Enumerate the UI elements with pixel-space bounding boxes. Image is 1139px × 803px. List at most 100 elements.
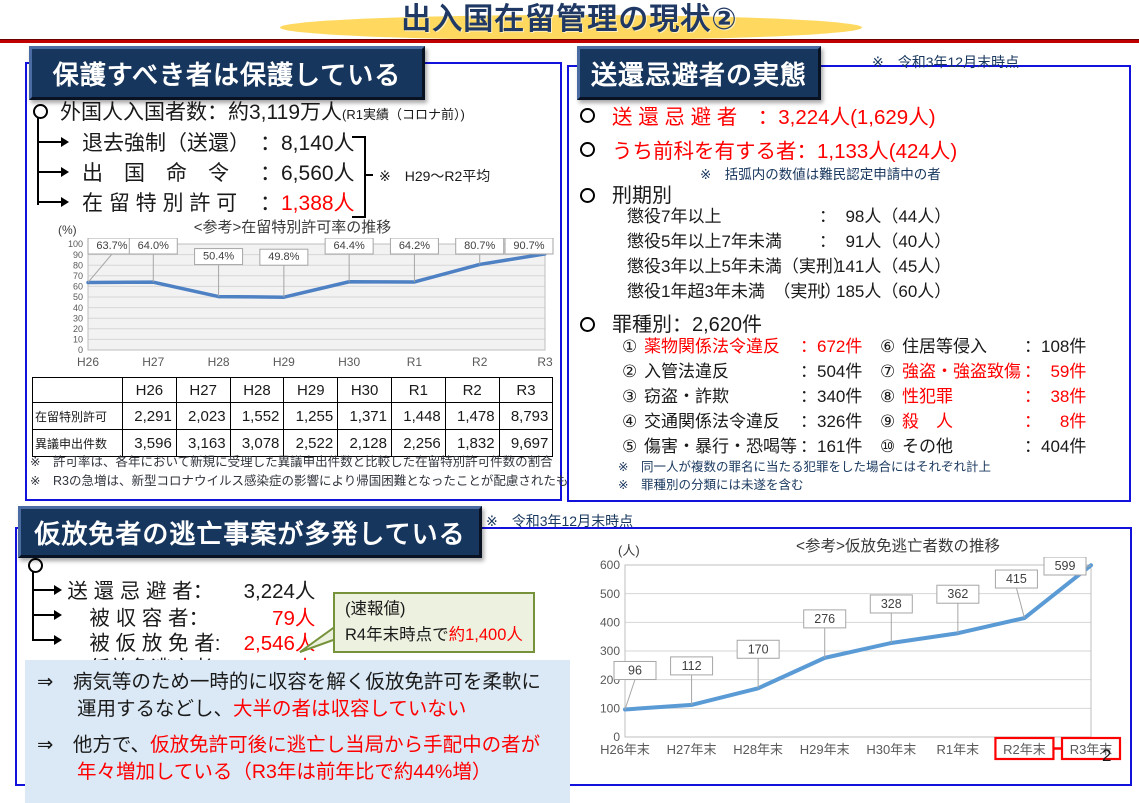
branch-deportation: 退去強制（送還）：8,140人: [82, 127, 355, 157]
tree-trunk: [32, 572, 34, 641]
svg-text:70: 70: [73, 271, 83, 281]
criminal-record-line: うち前科を有する者：1,133人(424人): [612, 134, 957, 164]
table-header-cell: H29: [284, 378, 338, 403]
table-cell: 1,478: [445, 403, 499, 430]
svg-text:80.7%: 80.7%: [464, 240, 495, 252]
svg-text:64.0%: 64.0%: [138, 240, 169, 252]
crime-label: 交通関係法令違反: [644, 409, 800, 434]
svg-text:R2: R2: [472, 355, 488, 369]
crime-label: 入管法違反: [644, 359, 800, 384]
foreign-entrants-line: 外国人入国者数：約3,119万人(R1実績（コロナ前）): [60, 96, 465, 126]
svg-text:599: 599: [1055, 559, 1076, 573]
text-segment: 約1,400人: [449, 626, 523, 644]
svg-text:50.4%: 50.4%: [203, 251, 234, 263]
crime-label: 住居等侵入: [902, 334, 1024, 359]
svg-text:415: 415: [1006, 572, 1027, 586]
chart2-title: <参考>仮放免逃亡者数の推移: [583, 534, 1139, 556]
crime-number: ⑨: [880, 409, 902, 434]
svg-text:10: 10: [73, 335, 83, 345]
sentence-label: 懲役3年以上5年未満（実刑）: [627, 254, 819, 279]
crime-value: ：340件: [800, 387, 862, 406]
crime-label: 窃盗・詐欺: [644, 384, 800, 409]
panel-protect-notes: ※ 許可率は、各年において新規に受理した異議申出件数と比較した在留特別許可件数の…: [30, 453, 581, 491]
branch-label: 出 国 命 令: [82, 157, 260, 187]
svg-text:64.4%: 64.4%: [334, 240, 365, 252]
text-segment: R4年末時点で: [345, 626, 449, 644]
svg-text:40: 40: [73, 303, 83, 313]
svg-text:63.7%: 63.7%: [96, 240, 127, 252]
sentence-label: 懲役7年以上: [627, 204, 819, 229]
crime-label: 殺 人: [902, 409, 1024, 434]
svg-text:276: 276: [814, 612, 835, 626]
conclusion-point-1: ⇒ 病気等のため一時的に収容を解く仮放免許可を柔軟に運用するなどし、大半の者は収…: [37, 669, 558, 724]
svg-text:H26年末: H26年末: [600, 742, 650, 757]
tree-root-circle: [28, 558, 43, 573]
crime-number: ⑩: [880, 434, 902, 459]
table-header-cell: H30: [338, 378, 392, 403]
svg-text:H26: H26: [77, 355, 99, 369]
tree-branch-line: [37, 171, 61, 173]
crime-value: ：672件: [800, 337, 862, 356]
arrow-right-icon: [61, 167, 69, 177]
crime-number: ⑤: [622, 434, 644, 459]
crime-value: ：108件: [1024, 337, 1086, 356]
conclusion-point-2: ⇒ 他方で、仮放免許可後に逃亡し当局から手配中の者が年々増加している（R3年は前…: [37, 732, 558, 787]
foreign-entrants-note: (R1実績（コロナ前）): [342, 107, 465, 122]
crime-label: 強盗・強盗致傷: [902, 359, 1024, 384]
arrow-right-icon: [61, 197, 69, 207]
svg-text:R1: R1: [407, 355, 423, 369]
tree-branch-line: [37, 141, 61, 143]
crime-value: ： 59件: [1024, 362, 1086, 381]
soukan-date-note: ※ 令和3年12月末時点: [872, 52, 1019, 72]
text-segment: 大半の者は収容していない: [233, 698, 466, 720]
svg-text:R2年末: R2年末: [1003, 742, 1046, 757]
tree-branch-line: [32, 589, 54, 591]
svg-text:R3: R3: [537, 355, 553, 369]
callout-pointer: [298, 622, 338, 654]
sentence-row: 懲役5年以上7年未満： 91人（40人）: [627, 229, 951, 254]
crime-value: ：326件: [800, 412, 862, 431]
table-cell: 8,793: [499, 403, 553, 430]
page-title: 出入国在留管理の現状②: [0, 0, 1139, 40]
svg-text:112: 112: [682, 659, 702, 673]
callout-line1: (速報値): [345, 597, 523, 623]
svg-text:R1年末: R1年末: [937, 742, 980, 757]
branch-value: 6,560人: [281, 162, 355, 185]
branch-special-permission: 在 留 特 別 許 可：1,388人: [82, 187, 355, 217]
branch-value: 1,388人: [281, 192, 355, 215]
table-cell: 2,291: [123, 403, 177, 430]
soukan-count-line: 送 還 忌 避 者 ：3,224人(1,629人): [612, 100, 936, 130]
panel-soukan-notes: ※ 同一人が複数の罪名に当たる犯罪をした場合にはそれぞれ計上 ※ 罪種別の分類に…: [618, 459, 991, 494]
note-line: ※ R3の急増は、新型コロナウイルス感染症の影響により帰国困難となったことが配慮…: [30, 472, 581, 491]
separator: ：: [260, 192, 281, 215]
karihoumen-date-note: ※ 令和3年12月末時点: [486, 511, 633, 531]
table-header-cell: R1: [391, 378, 445, 403]
tree-root-circle: [33, 104, 48, 119]
svg-text:362: 362: [947, 587, 968, 601]
sentence-label: 懲役1年超3年未満 （実刑）: [627, 279, 819, 304]
crime-label: 傷害・暴行・恐喝等: [644, 434, 800, 459]
title-divider: [0, 39, 1139, 43]
svg-text:H30: H30: [338, 355, 360, 369]
table-header-cell: R3: [499, 378, 553, 403]
sentence-value: ：141人（45人）: [819, 257, 951, 276]
branch-label: 在 留 特 別 許 可: [82, 187, 260, 217]
sentence-row: 懲役1年超3年未満 （実刑）：185人（60人）: [627, 279, 951, 304]
svg-text:80: 80: [73, 260, 83, 270]
crime-label: 性犯罪: [902, 384, 1024, 409]
sentence-value: ： 98人（44人）: [819, 207, 951, 226]
paren-note: ※ 括弧内の数値は難民認定申請中の者: [700, 163, 941, 183]
svg-text:600: 600: [600, 558, 620, 572]
svg-text:100: 100: [600, 702, 620, 716]
crime-number: ②: [622, 359, 644, 384]
